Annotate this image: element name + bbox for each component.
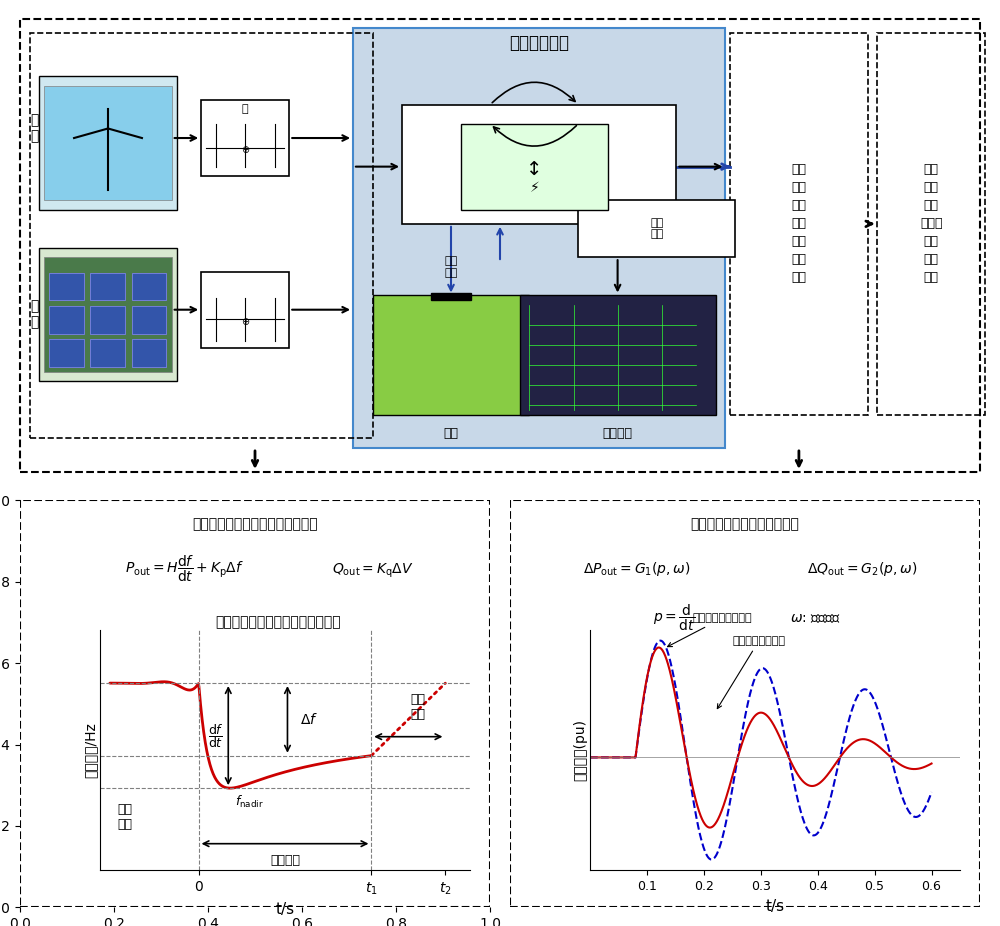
主动阻尼控制未投入 xyxy=(819,811,831,822)
Text: $\omega$: 振荡频率: $\omega$: 振荡频率 xyxy=(790,611,841,625)
Bar xyxy=(39,247,177,382)
主动阻尼控制未投入 xyxy=(705,854,717,865)
主动阻尼控制投入 xyxy=(851,735,863,746)
Text: 系统
动态
特性
优化与
主动
支撑
控制: 系统 动态 特性 优化与 主动 支撑 控制 xyxy=(920,163,942,284)
Y-axis label: 振荡幅值(pu): 振荡幅值(pu) xyxy=(573,720,587,781)
主动阻尼控制未投入 xyxy=(723,803,735,814)
Text: $p=\dfrac{\mathrm{d}}{\mathrm{d}t}$: $p=\dfrac{\mathrm{d}}{\mathrm{d}t}$ xyxy=(653,603,696,633)
X-axis label: t/s: t/s xyxy=(275,902,295,917)
Text: ⊕: ⊕ xyxy=(241,145,249,155)
Text: 控制
信号: 控制 信号 xyxy=(444,256,458,278)
主动阻尼控制投入 xyxy=(704,822,716,833)
主动阻尼控制未投入 xyxy=(654,635,666,646)
Text: ⊕: ⊕ xyxy=(241,317,249,327)
Bar xyxy=(90,272,125,300)
Text: 风
机: 风 机 xyxy=(30,113,39,144)
主动阻尼控制投入 xyxy=(735,741,747,752)
主动阻尼控制未投入 xyxy=(926,786,938,797)
Text: 储能: 储能 xyxy=(444,427,458,440)
Text: 光
伏: 光 伏 xyxy=(30,299,39,330)
Text: 电力电子装置: 电力电子装置 xyxy=(509,33,569,52)
Text: 主动阻尼控制未投入: 主动阻尼控制未投入 xyxy=(637,664,712,678)
主动阻尼控制投入 xyxy=(926,758,938,770)
Bar xyxy=(431,293,471,300)
Text: 主动阻尼控制未投入: 主动阻尼控制未投入 xyxy=(668,613,752,646)
FancyBboxPatch shape xyxy=(201,100,289,176)
主动阻尼控制未投入 xyxy=(851,692,863,703)
主动阻尼控制投入 xyxy=(619,752,631,763)
Text: $\Delta f$: $\Delta f$ xyxy=(300,712,318,727)
Text: 一次调频: 一次调频 xyxy=(270,855,300,868)
FancyBboxPatch shape xyxy=(578,200,735,257)
Text: $\Delta P_\mathrm{out}=G_1(p,\omega)$: $\Delta P_\mathrm{out}=G_1(p,\omega)$ xyxy=(583,560,691,579)
主动阻尼控制投入 xyxy=(723,783,735,795)
Bar xyxy=(132,272,166,300)
Bar xyxy=(44,257,172,371)
Bar xyxy=(461,124,608,209)
Bar xyxy=(44,85,172,200)
X-axis label: t/s: t/s xyxy=(765,899,785,914)
Bar xyxy=(49,272,84,300)
Text: 二次
调频: 二次 调频 xyxy=(411,693,426,720)
Text: $\Delta Q_\mathrm{out}=G_2(p,\omega)$: $\Delta Q_\mathrm{out}=G_2(p,\omega)$ xyxy=(807,560,918,579)
Text: ↕: ↕ xyxy=(526,159,542,179)
主动阻尼控制投入 xyxy=(653,642,665,653)
Bar xyxy=(49,306,84,333)
Bar xyxy=(90,339,125,367)
Line: 主动阻尼控制投入: 主动阻尼控制投入 xyxy=(590,647,932,828)
主动阻尼控制未投入 xyxy=(619,752,631,763)
Text: 电网
信息: 电网 信息 xyxy=(650,218,663,240)
Bar xyxy=(402,105,676,224)
Bar xyxy=(90,306,125,333)
Bar xyxy=(49,339,84,367)
Bar xyxy=(132,306,166,333)
Y-axis label: 系统频率/Hz: 系统频率/Hz xyxy=(83,722,97,778)
Bar xyxy=(132,339,166,367)
Text: $Q_\mathrm{out}=K_\mathrm{q}\Delta V$: $Q_\mathrm{out}=K_\mathrm{q}\Delta V$ xyxy=(332,561,413,580)
Text: 输出调频调压功率，增强运行性能: 输出调频调压功率，增强运行性能 xyxy=(192,518,318,532)
Text: $\dfrac{\mathrm{d}f}{\mathrm{d}t}$: $\dfrac{\mathrm{d}f}{\mathrm{d}t}$ xyxy=(208,721,224,749)
Text: ⚡: ⚡ xyxy=(529,181,539,195)
Bar xyxy=(373,295,529,415)
主动阻尼控制投入 xyxy=(819,772,831,783)
FancyBboxPatch shape xyxy=(201,271,289,348)
主动阻尼控制未投入 xyxy=(857,684,869,695)
Text: $f_\mathrm{nadir}$: $f_\mathrm{nadir}$ xyxy=(235,794,264,809)
Text: 源: 源 xyxy=(242,105,249,115)
主动阻尼控制投入 xyxy=(584,752,596,763)
主动阻尼控制未投入 xyxy=(584,752,596,763)
Text: $P_\mathrm{out}=H\dfrac{\mathrm{d}f}{\mathrm{d}t}+K_\mathrm{p}\Delta f$: $P_\mathrm{out}=H\dfrac{\mathrm{d}f}{\ma… xyxy=(125,554,244,584)
Text: 控制算法: 控制算法 xyxy=(603,427,633,440)
Bar xyxy=(520,295,716,415)
Text: 输出附加阻尼功率，抑制振荡: 输出附加阻尼功率，抑制振荡 xyxy=(691,518,799,532)
主动阻尼控制投入 xyxy=(857,733,869,745)
Bar xyxy=(353,29,725,448)
Text: 惯性
响应: 惯性 响应 xyxy=(117,803,132,831)
Text: 电力
电子
装置
输出
动态
灵活
调节: 电力 电子 装置 输出 动态 灵活 调节 xyxy=(791,163,806,284)
Bar xyxy=(39,76,177,209)
Line: 主动阻尼控制未投入: 主动阻尼控制未投入 xyxy=(590,641,932,859)
Text: 发电机组跳闸或突增大功率负荷等: 发电机组跳闸或突增大功率负荷等 xyxy=(216,616,341,630)
主动阻尼控制未投入 xyxy=(735,732,747,744)
Text: 主动阻尼控制投入: 主动阻尼控制投入 xyxy=(717,636,785,708)
